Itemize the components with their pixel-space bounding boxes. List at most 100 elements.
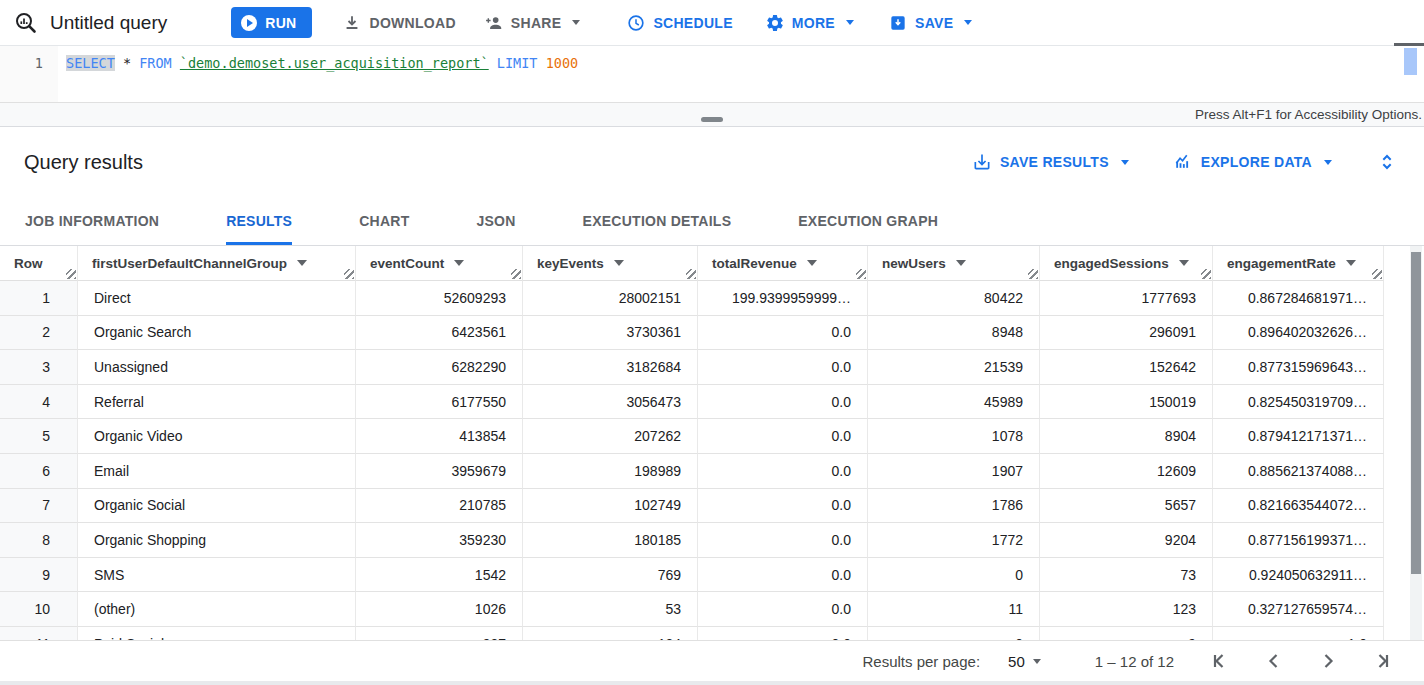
save-icon	[888, 13, 908, 33]
column-header-newUsers[interactable]: newUsers	[868, 246, 1040, 281]
table-cell: 0.327127659574…	[1213, 592, 1384, 627]
column-resize-grip-icon[interactable]	[686, 269, 696, 279]
person-add-icon	[484, 13, 504, 33]
table-cell: 0.896402032626…	[1213, 316, 1384, 351]
save-results-button[interactable]: SAVE RESULTS	[972, 152, 1129, 172]
results-table: Row firstUserDefaultChannelGroup eventCoun…	[0, 246, 1424, 640]
tab-json[interactable]: JSON	[476, 197, 515, 245]
table-row: 7Organic Social2107851027490.0178656570.…	[0, 489, 1424, 524]
sql-limit-value: 1000	[546, 55, 579, 71]
next-page-button[interactable]	[1316, 649, 1340, 673]
chevron-down-icon	[964, 20, 972, 25]
chevron-down-icon	[1324, 160, 1332, 165]
editor-splitter-strip: Press Alt+F1 for Accessibility Options.	[0, 102, 1424, 127]
column-header-totalRevenue[interactable]: totalRevenue	[698, 246, 868, 281]
table-cell: Direct	[78, 281, 356, 316]
column-header-label: firstUserDefaultChannelGroup	[92, 256, 287, 271]
column-resize-grip-icon[interactable]	[1201, 269, 1211, 279]
column-resize-grip-icon[interactable]	[511, 269, 521, 279]
table-cell: 73	[1040, 558, 1213, 593]
column-header-Row[interactable]: Row	[0, 246, 78, 281]
table-cell: 0.877156199371…	[1213, 523, 1384, 558]
row-number-cell: 1	[0, 281, 78, 316]
run-button[interactable]: RUN	[231, 7, 312, 38]
table-cell: 0.885621374088…	[1213, 454, 1384, 489]
table-cell: 6282290	[356, 350, 523, 385]
results-actions: SAVE RESULTS EXPLORE DATA	[972, 151, 1398, 173]
column-menu-caret-icon[interactable]	[297, 260, 307, 266]
collapse-results-button[interactable]	[1376, 151, 1398, 173]
last-page-button[interactable]	[1370, 649, 1394, 673]
sql-code-line[interactable]: SELECT * FROM `demo.demoset.user_acquisi…	[58, 46, 578, 102]
splitter-handle[interactable]	[701, 117, 723, 122]
gear-icon	[765, 13, 785, 33]
first-page-button[interactable]	[1208, 649, 1232, 673]
table-cell: 52609293	[356, 281, 523, 316]
column-header-engagementRate[interactable]: engagementRate	[1213, 246, 1384, 281]
sql-editor[interactable]: 1 SELECT * FROM `demo.demoset.user_acqui…	[0, 46, 1424, 102]
chevron-down-icon	[572, 20, 580, 25]
table-scrollbar[interactable]	[1410, 246, 1422, 640]
editor-scrollbar-thumb[interactable]	[1404, 48, 1417, 75]
column-menu-caret-icon[interactable]	[1179, 260, 1189, 266]
table-cell: 6177550	[356, 385, 523, 420]
prev-page-icon	[1262, 649, 1286, 673]
play-icon	[241, 15, 257, 31]
column-menu-caret-icon[interactable]	[614, 260, 624, 266]
query-magnifier-icon	[14, 11, 38, 35]
table-cell: 0.0	[698, 558, 868, 593]
column-resize-grip-icon[interactable]	[344, 269, 354, 279]
schedule-button[interactable]: SCHEDULE	[626, 13, 732, 33]
tab-results[interactable]: RESULTS	[226, 197, 292, 245]
next-page-icon	[1316, 649, 1340, 673]
column-menu-caret-icon[interactable]	[807, 260, 817, 266]
table-row: 10(other)1026530.0111230.327127659574…	[0, 592, 1424, 627]
save-results-download-icon	[972, 152, 992, 172]
download-button[interactable]: DOWNLOAD	[342, 13, 455, 33]
results-per-page-label: Results per page:	[863, 653, 981, 670]
chevron-down-icon	[1121, 160, 1129, 165]
sql-keyword-limit: LIMIT	[497, 55, 538, 71]
column-resize-grip-icon[interactable]	[1372, 269, 1382, 279]
table-row: 6Email39596791989890.01907126090.8856213…	[0, 454, 1424, 489]
line-number-gutter: 1	[0, 46, 58, 102]
row-number-cell: 5	[0, 419, 78, 454]
table-cell: 0.0	[698, 454, 868, 489]
column-resize-grip-icon[interactable]	[1028, 269, 1038, 279]
more-button[interactable]: MORE	[765, 13, 854, 33]
table-cell: 413854	[356, 419, 523, 454]
column-header-engagedSessions[interactable]: engagedSessions	[1040, 246, 1213, 281]
tab-job-information[interactable]: JOB INFORMATION	[25, 197, 159, 245]
column-header-label: Row	[14, 256, 43, 271]
tab-chart[interactable]: CHART	[359, 197, 409, 245]
prev-page-button[interactable]	[1262, 649, 1286, 673]
column-header-eventCount[interactable]: eventCount	[356, 246, 523, 281]
column-menu-caret-icon[interactable]	[1346, 260, 1356, 266]
table-cell: 0.879412171371…	[1213, 419, 1384, 454]
row-number-cell: 2	[0, 316, 78, 351]
query-results-header: Query results SAVE RESULTS EXPLORE DATA	[0, 127, 1424, 197]
tab-execution-details[interactable]: EXECUTION DETAILS	[583, 197, 732, 245]
tabs: JOB INFORMATION RESULTS CHART JSON EXECUTION…	[0, 197, 1424, 246]
share-button[interactable]: SHARE	[484, 13, 581, 33]
sql-table-reference[interactable]: `demo.demoset.user_acquisition_report`	[180, 55, 489, 71]
column-resize-grip-icon[interactable]	[856, 269, 866, 279]
row-number-cell: 8	[0, 523, 78, 558]
table-scrollbar-thumb[interactable]	[1411, 252, 1421, 574]
column-menu-caret-icon[interactable]	[956, 260, 966, 266]
column-menu-caret-icon[interactable]	[454, 260, 464, 266]
table-cell: 150019	[1040, 385, 1213, 420]
table-cell: 12609	[1040, 454, 1213, 489]
save-button[interactable]: SAVE	[888, 13, 972, 33]
table-cell: 1777693	[1040, 281, 1213, 316]
column-header-keyEvents[interactable]: keyEvents	[523, 246, 698, 281]
page-size-select[interactable]: 50	[1008, 653, 1041, 670]
table-cell: Organic Shopping	[78, 523, 356, 558]
explore-data-button[interactable]: EXPLORE DATA	[1173, 152, 1332, 172]
column-header-firstUserDefaultChannelGroup[interactable]: firstUserDefaultChannelGroup	[78, 246, 356, 281]
table-row: 9SMS15427690.00730.924050632911…	[0, 558, 1424, 593]
row-number-cell: 9	[0, 558, 78, 593]
tab-execution-graph[interactable]: EXECUTION GRAPH	[798, 197, 938, 245]
column-resize-grip-icon[interactable]	[66, 269, 76, 279]
download-icon	[342, 13, 362, 33]
